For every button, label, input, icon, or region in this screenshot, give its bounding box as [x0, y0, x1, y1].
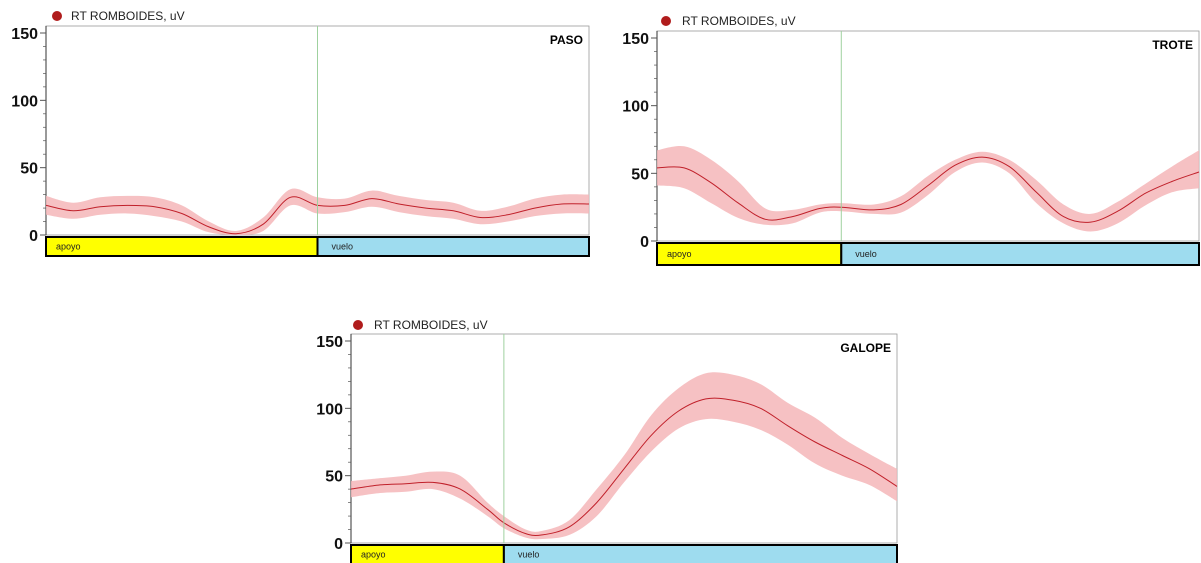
y-tick-label: 0 [334, 536, 343, 553]
y-tick-label: 50 [20, 161, 38, 178]
legend-label: RT ROMBOIDES, uV [682, 14, 796, 28]
phase-label-apoyo: apoyo [667, 249, 692, 259]
y-tick-label: 100 [622, 99, 649, 116]
panel-label: PASO [550, 33, 583, 47]
legend-marker [661, 16, 671, 26]
y-tick-label: 0 [29, 228, 38, 245]
phase-bar-vuelo [840, 242, 1200, 266]
y-tick-label: 150 [11, 26, 38, 43]
panel-label: GALOPE [840, 341, 891, 355]
y-tick-label: 150 [622, 31, 649, 48]
phase-label-vuelo: vuelo [518, 550, 540, 560]
variability-band [657, 145, 1199, 232]
y-tick-labels: 150 100 50 0 [316, 334, 343, 553]
chart-galope-svg: RT ROMBOIDES, uV 150 100 50 0 GALOPE apo… [316, 318, 898, 563]
phase-label-vuelo: vuelo [855, 249, 877, 259]
chart-paso: RT ROMBOIDES, uV 150 100 50 0 PASO apoyo… [0, 0, 600, 270]
legend-label: RT ROMBOIDES, uV [71, 9, 185, 23]
phase-bar-vuelo [502, 544, 898, 563]
phase-label-vuelo: vuelo [332, 242, 354, 252]
y-tick-label: 100 [316, 401, 343, 418]
phase-bar-vuelo [316, 236, 590, 257]
phase-bar-apoyo [45, 236, 319, 257]
chart-paso-svg: RT ROMBOIDES, uV 150 100 50 0 PASO apoyo… [11, 9, 590, 257]
mean-line [656, 156, 1200, 223]
y-tick-labels: 150 100 50 0 [622, 31, 649, 251]
phase-label-apoyo: apoyo [56, 242, 81, 252]
y-tick-label: 100 [11, 93, 38, 110]
chart-trote-svg: RT ROMBOIDES, uV 150 100 50 0 TROTE apoy… [622, 14, 1200, 266]
legend-marker [353, 320, 363, 330]
mean-line [350, 397, 898, 536]
y-tick-label: 150 [316, 334, 343, 351]
chart-galope: RT ROMBOIDES, uV 150 100 50 0 GALOPE apo… [300, 310, 900, 563]
y-tick-label: 50 [325, 469, 343, 486]
phase-label-apoyo: apoyo [361, 550, 386, 560]
y-axis [40, 26, 47, 236]
variability-band [351, 372, 897, 540]
y-axis [651, 31, 658, 242]
chart-trote: RT ROMBOIDES, uV 150 100 50 0 TROTE apoy… [600, 0, 1201, 270]
legend-label: RT ROMBOIDES, uV [374, 318, 488, 332]
y-tick-label: 0 [640, 234, 649, 251]
y-axis [345, 334, 352, 544]
y-tick-label: 50 [631, 166, 649, 183]
legend-marker [52, 11, 62, 21]
panel-label: TROTE [1152, 38, 1193, 52]
y-tick-labels: 150 100 50 0 [11, 26, 38, 245]
